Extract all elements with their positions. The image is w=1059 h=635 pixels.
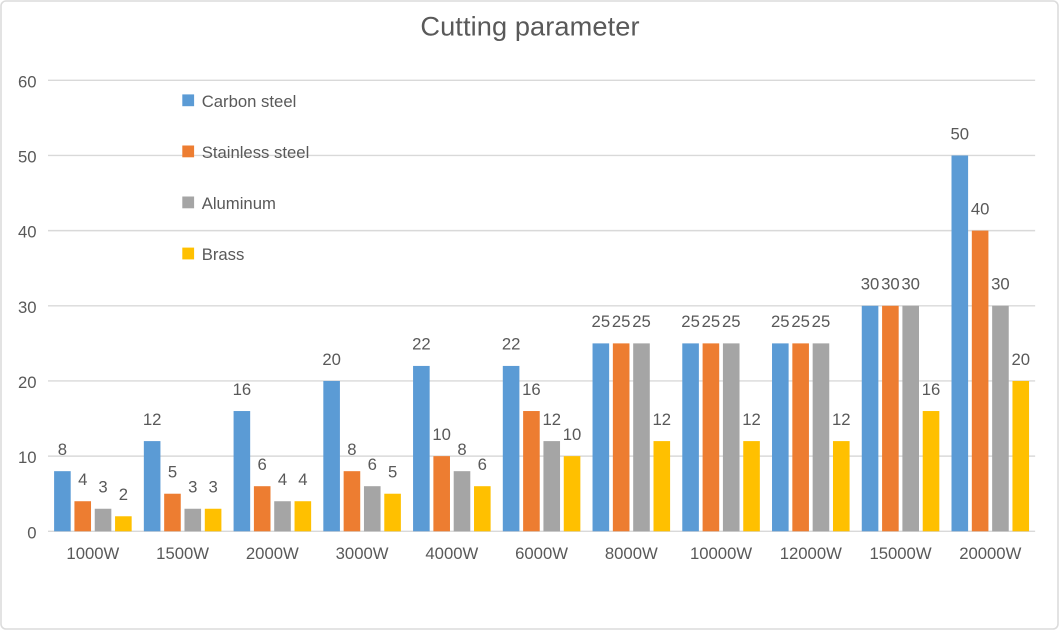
svg-text:20: 20 <box>322 350 341 369</box>
svg-text:12: 12 <box>542 410 561 429</box>
svg-text:10: 10 <box>432 425 451 444</box>
svg-text:12: 12 <box>742 410 761 429</box>
svg-text:5: 5 <box>168 463 177 482</box>
svg-text:3: 3 <box>208 478 217 497</box>
svg-text:2000W: 2000W <box>246 544 299 563</box>
svg-text:20000W: 20000W <box>959 544 1021 563</box>
svg-text:3000W: 3000W <box>336 544 389 563</box>
svg-text:6: 6 <box>368 455 377 474</box>
svg-text:30: 30 <box>18 298 37 317</box>
svg-text:50: 50 <box>951 124 970 143</box>
svg-text:40: 40 <box>18 223 37 242</box>
svg-text:8: 8 <box>58 440 67 459</box>
svg-text:4: 4 <box>278 470 287 489</box>
svg-text:Aluminum: Aluminum <box>202 194 276 213</box>
svg-text:12: 12 <box>832 410 851 429</box>
svg-text:25: 25 <box>771 312 790 331</box>
svg-text:25: 25 <box>632 312 651 331</box>
svg-text:5: 5 <box>388 463 397 482</box>
svg-text:25: 25 <box>702 312 721 331</box>
svg-text:12: 12 <box>143 410 162 429</box>
svg-text:6: 6 <box>478 455 487 474</box>
svg-text:4: 4 <box>298 470 307 489</box>
svg-text:10000W: 10000W <box>690 544 752 563</box>
svg-text:8000W: 8000W <box>605 544 658 563</box>
svg-text:12000W: 12000W <box>780 544 842 563</box>
svg-text:50: 50 <box>18 147 37 166</box>
svg-text:30: 30 <box>881 275 900 294</box>
svg-text:25: 25 <box>722 312 741 331</box>
svg-text:Carbon steel: Carbon steel <box>202 92 297 111</box>
svg-text:1000W: 1000W <box>66 544 119 563</box>
svg-text:30: 30 <box>861 275 880 294</box>
svg-text:10: 10 <box>18 448 37 467</box>
svg-text:25: 25 <box>791 312 810 331</box>
svg-text:10: 10 <box>563 425 582 444</box>
svg-text:0: 0 <box>27 523 36 542</box>
svg-text:30: 30 <box>901 275 920 294</box>
svg-text:16: 16 <box>522 380 541 399</box>
svg-text:Stainless steel: Stainless steel <box>202 143 310 162</box>
svg-text:3: 3 <box>188 478 197 497</box>
svg-text:1500W: 1500W <box>156 544 209 563</box>
svg-text:4000W: 4000W <box>425 544 478 563</box>
svg-text:20: 20 <box>18 373 37 392</box>
svg-text:6000W: 6000W <box>515 544 568 563</box>
svg-text:12: 12 <box>653 410 672 429</box>
svg-text:15000W: 15000W <box>869 544 931 563</box>
svg-text:25: 25 <box>592 312 611 331</box>
svg-text:4: 4 <box>78 470 87 489</box>
svg-text:22: 22 <box>502 335 521 354</box>
svg-text:25: 25 <box>612 312 631 331</box>
svg-text:6: 6 <box>258 455 267 474</box>
svg-text:Cutting parameter: Cutting parameter <box>420 10 639 41</box>
svg-text:25: 25 <box>681 312 700 331</box>
svg-text:60: 60 <box>18 72 37 91</box>
svg-text:16: 16 <box>922 380 941 399</box>
svg-text:Brass: Brass <box>202 245 245 264</box>
svg-text:8: 8 <box>347 440 356 459</box>
svg-text:40: 40 <box>971 199 990 218</box>
svg-text:30: 30 <box>991 275 1010 294</box>
svg-text:22: 22 <box>412 335 431 354</box>
svg-text:20: 20 <box>1011 350 1030 369</box>
svg-text:25: 25 <box>812 312 831 331</box>
svg-text:2: 2 <box>119 485 128 504</box>
svg-text:16: 16 <box>233 380 252 399</box>
svg-text:3: 3 <box>98 478 107 497</box>
svg-text:8: 8 <box>457 440 466 459</box>
